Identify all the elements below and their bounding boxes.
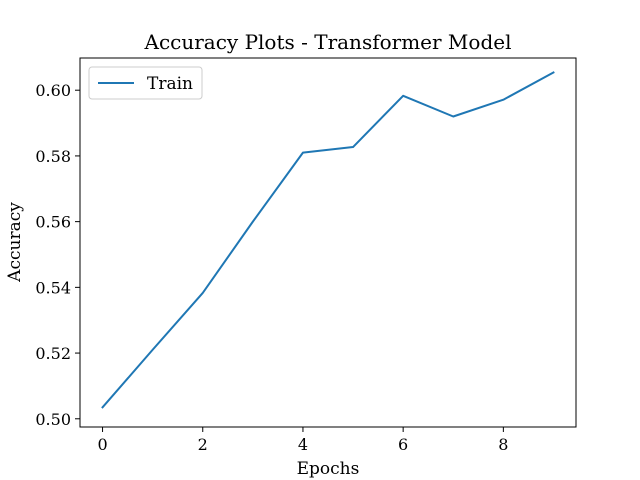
legend-label: Train — [147, 74, 193, 94]
series-line-train — [101, 71, 555, 409]
y-tick-label: 0.52 — [35, 344, 71, 363]
x-tick-label: 2 — [198, 435, 208, 454]
y-tick-label: 0.54 — [35, 278, 71, 297]
x-axis-label: Epochs — [297, 459, 360, 479]
plot-frame — [79, 57, 577, 428]
plot-area: 0 2 4 6 8 0.50 0.52 0.54 0.56 0.58 0.60 — [35, 57, 577, 454]
x-tick-label: 4 — [298, 435, 308, 454]
y-tick-label: 0.58 — [35, 147, 71, 166]
chart-title: Accuracy Plots - Transformer Model — [144, 30, 512, 54]
y-axis-label: Accuracy — [5, 202, 25, 283]
legend-frame — [88, 66, 203, 100]
legend: Train — [88, 66, 203, 100]
y-tick-label: 0.56 — [35, 213, 71, 232]
y-tick-label: 0.50 — [35, 410, 71, 429]
x-tick-label: 6 — [398, 435, 408, 454]
y-tick-label: 0.60 — [35, 81, 71, 100]
x-tick-label: 8 — [498, 435, 508, 454]
x-tick-label: 0 — [97, 435, 107, 454]
